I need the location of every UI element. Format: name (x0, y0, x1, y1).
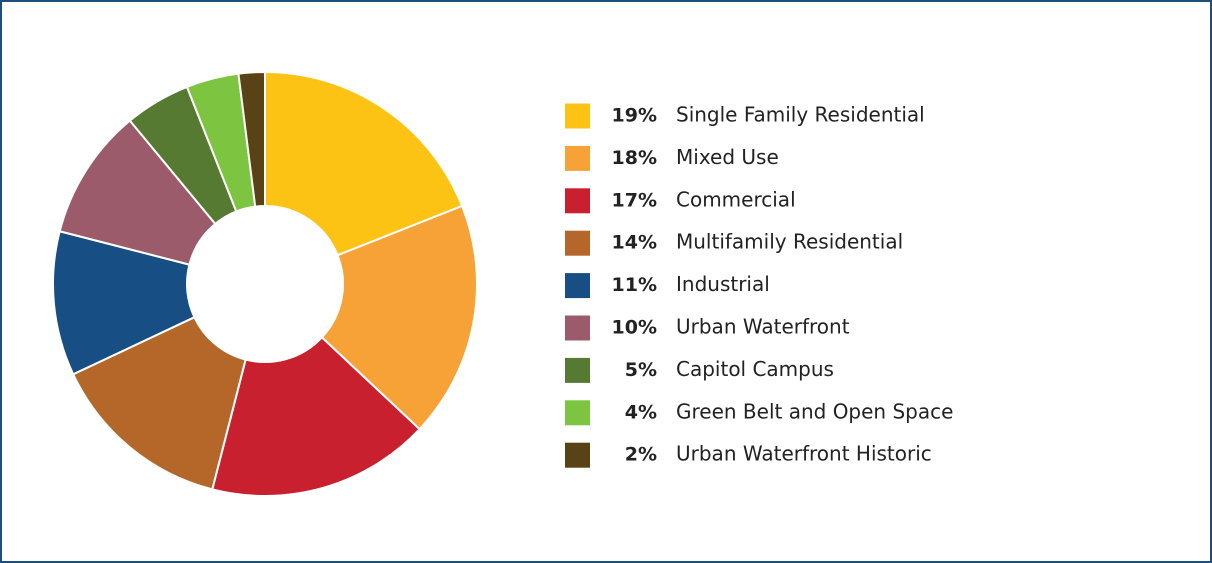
legend-swatch (565, 357, 590, 383)
legend-label: Multifamily Residential (676, 230, 903, 254)
legend-swatch (565, 103, 590, 129)
legend-swatch (565, 315, 590, 341)
legend-label: Capitol Campus (676, 357, 834, 381)
slice (211, 335, 421, 497)
legend-swatch (565, 230, 590, 256)
legend-value: 19% (612, 105, 657, 127)
legend-value: 11% (612, 274, 657, 296)
slice (52, 230, 196, 376)
legend-value: 2% (625, 444, 657, 466)
legend-label: Commercial (676, 187, 796, 211)
legend-label: Single Family Residential (676, 103, 925, 127)
legend-label: Urban Waterfront (676, 315, 850, 339)
legend-swatch (565, 188, 590, 214)
legend-value: 14% (612, 232, 657, 254)
legend-swatch (565, 145, 590, 171)
legend-value: 10% (612, 317, 657, 339)
legend-value: 4% (625, 401, 657, 423)
slice (71, 315, 247, 491)
slice (264, 70, 464, 257)
legend-swatch (565, 273, 590, 299)
slice (237, 70, 266, 208)
legend-swatch (565, 442, 590, 468)
legend-label: Mixed Use (676, 145, 779, 169)
legend-value: 5% (625, 359, 657, 381)
legend-swatch (565, 400, 590, 426)
legend-label: Green Belt and Open Space (676, 399, 953, 423)
legend-value: 18% (612, 147, 657, 169)
legend-value: 17% (612, 189, 657, 211)
legend-label: Industrial (676, 272, 770, 296)
legend-label: Urban Waterfront Historic (676, 442, 932, 466)
